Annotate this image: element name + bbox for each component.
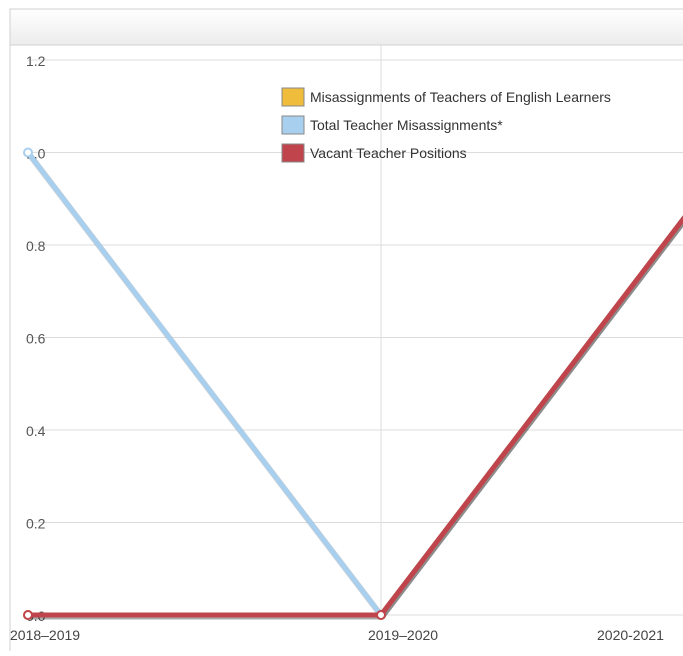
y-tick-label: 0.6 [26, 331, 46, 347]
legend-swatch[interactable] [281, 115, 305, 135]
y-axis-ticks: 0.00.20.40.60.81.01.2 [26, 53, 46, 624]
series-line-shadow [29, 217, 683, 620]
series-line[interactable] [25, 150, 683, 618]
y-tick-label: 0.8 [26, 238, 46, 254]
series-line-shadow [26, 152, 683, 620]
legend-label[interactable]: Misassignments of Teachers of English Le… [310, 89, 611, 105]
chart-header-bar [9, 8, 683, 46]
x-tick-label: 2020-2021 [597, 627, 664, 643]
legend: Misassignments of Teachers of English Le… [281, 87, 611, 163]
y-tick-label: 0.2 [26, 516, 46, 532]
y-tick-label: 0.4 [26, 423, 46, 439]
data-point-marker[interactable] [376, 610, 386, 620]
legend-label[interactable]: Total Teacher Misassignments* [310, 117, 503, 133]
y-tick-label: 1.2 [26, 53, 46, 69]
x-tick-label: 2018–2019 [10, 627, 80, 643]
series-lines [23, 147, 683, 620]
series-line-shadow [29, 217, 683, 620]
data-point-marker[interactable] [23, 147, 33, 158]
chart-frame-border [9, 44, 683, 656]
series-line[interactable] [25, 153, 683, 618]
legend-swatch[interactable] [281, 87, 305, 107]
x-axis-ticks: 2018–2019 2019–2020 2020-2021 [10, 627, 664, 643]
x-tick-label: 2019–2020 [368, 627, 438, 643]
series-line[interactable] [25, 153, 683, 618]
data-point-marker[interactable] [23, 610, 33, 620]
legend-label[interactable]: Vacant Teacher Positions [310, 145, 467, 161]
legend-swatch[interactable] [281, 143, 305, 163]
